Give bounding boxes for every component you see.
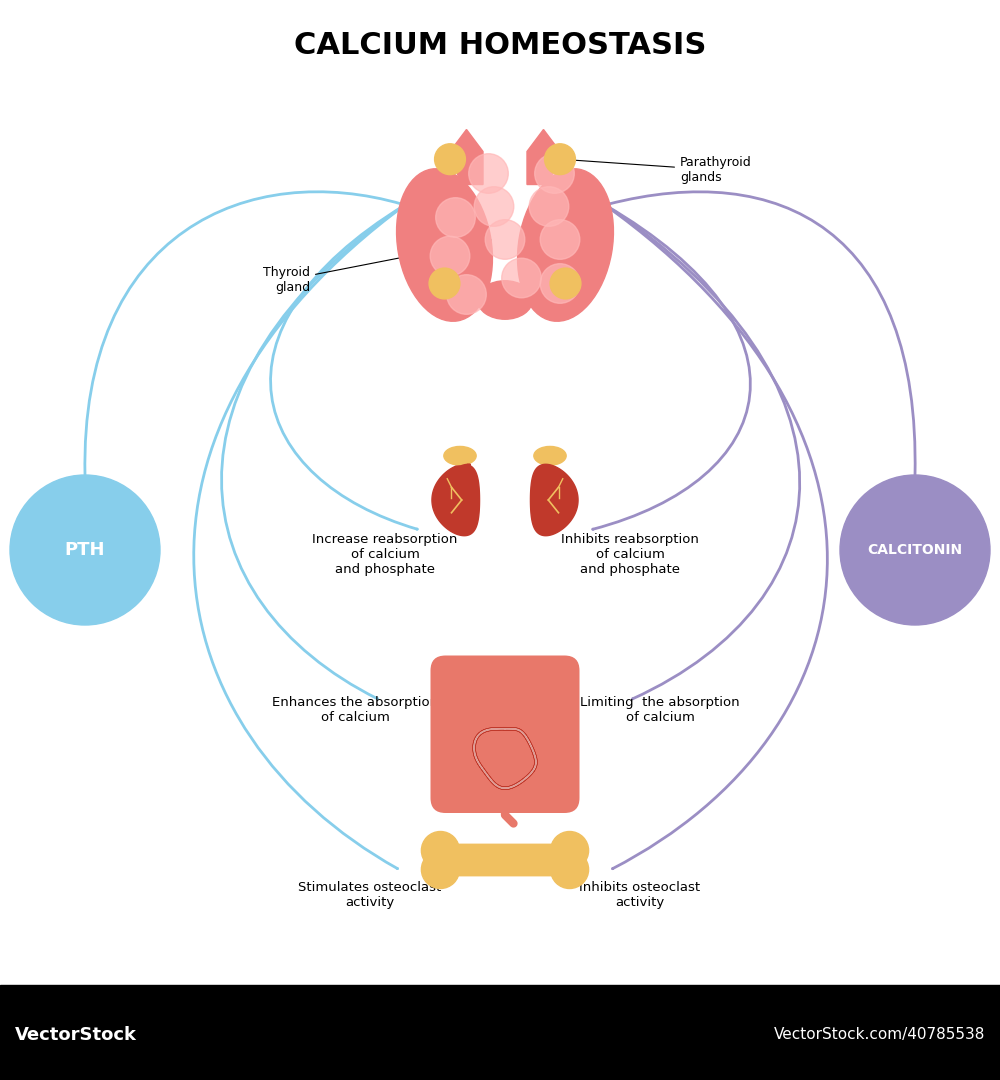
Circle shape [502,258,541,298]
Ellipse shape [397,168,492,321]
Text: CALCITONIN: CALCITONIN [867,543,963,557]
Circle shape [535,153,574,193]
Circle shape [435,144,465,175]
Circle shape [551,832,589,869]
Circle shape [421,832,459,869]
Circle shape [430,237,470,275]
FancyArrowPatch shape [593,205,750,529]
Polygon shape [530,464,578,536]
Polygon shape [432,464,480,536]
Ellipse shape [444,446,476,465]
Text: Increase reabsorption
of calcium
and phosphate: Increase reabsorption of calcium and pho… [312,534,458,577]
Polygon shape [527,130,560,185]
Circle shape [436,198,475,238]
Ellipse shape [534,446,566,465]
Text: Parathyroid
glands: Parathyroid glands [563,156,752,184]
FancyArrowPatch shape [605,205,800,699]
Circle shape [421,851,459,889]
Circle shape [429,268,460,299]
FancyArrowPatch shape [605,205,827,868]
Circle shape [447,274,486,314]
Text: Enhances the absorption
of calcium: Enhances the absorption of calcium [272,696,438,724]
Circle shape [529,187,569,227]
Ellipse shape [518,168,613,321]
FancyArrowPatch shape [222,205,405,699]
Text: VectorStock.com/40785538: VectorStock.com/40785538 [774,1027,985,1042]
Circle shape [485,219,525,259]
Circle shape [840,475,990,625]
Circle shape [540,219,580,259]
Text: PTH: PTH [65,541,105,559]
Text: Limiting  the absorption
of calcium: Limiting the absorption of calcium [580,696,740,724]
Ellipse shape [478,281,532,320]
Text: Thyroid
gland: Thyroid gland [263,240,491,294]
Text: Inhibits osteoclast
activity: Inhibits osteoclast activity [579,881,701,909]
FancyArrowPatch shape [85,192,402,475]
FancyArrowPatch shape [194,205,405,868]
Text: Stimulates osteoclast
activity: Stimulates osteoclast activity [298,881,442,909]
Circle shape [469,153,508,193]
Circle shape [550,268,581,299]
Text: Inhibits reabsorption
of calcium
and phosphate: Inhibits reabsorption of calcium and pho… [561,534,699,577]
FancyBboxPatch shape [434,843,576,876]
Circle shape [545,144,575,175]
FancyBboxPatch shape [430,656,580,813]
Circle shape [474,187,514,227]
Text: CALCIUM HOMEOSTASIS: CALCIUM HOMEOSTASIS [294,30,706,59]
Polygon shape [450,130,483,185]
Ellipse shape [494,664,516,674]
Circle shape [540,264,580,303]
Circle shape [10,475,160,625]
FancyArrowPatch shape [271,205,417,529]
Circle shape [551,851,589,889]
Bar [0,985,1000,1080]
FancyArrowPatch shape [608,192,915,475]
Text: VectorStock: VectorStock [15,1026,137,1044]
